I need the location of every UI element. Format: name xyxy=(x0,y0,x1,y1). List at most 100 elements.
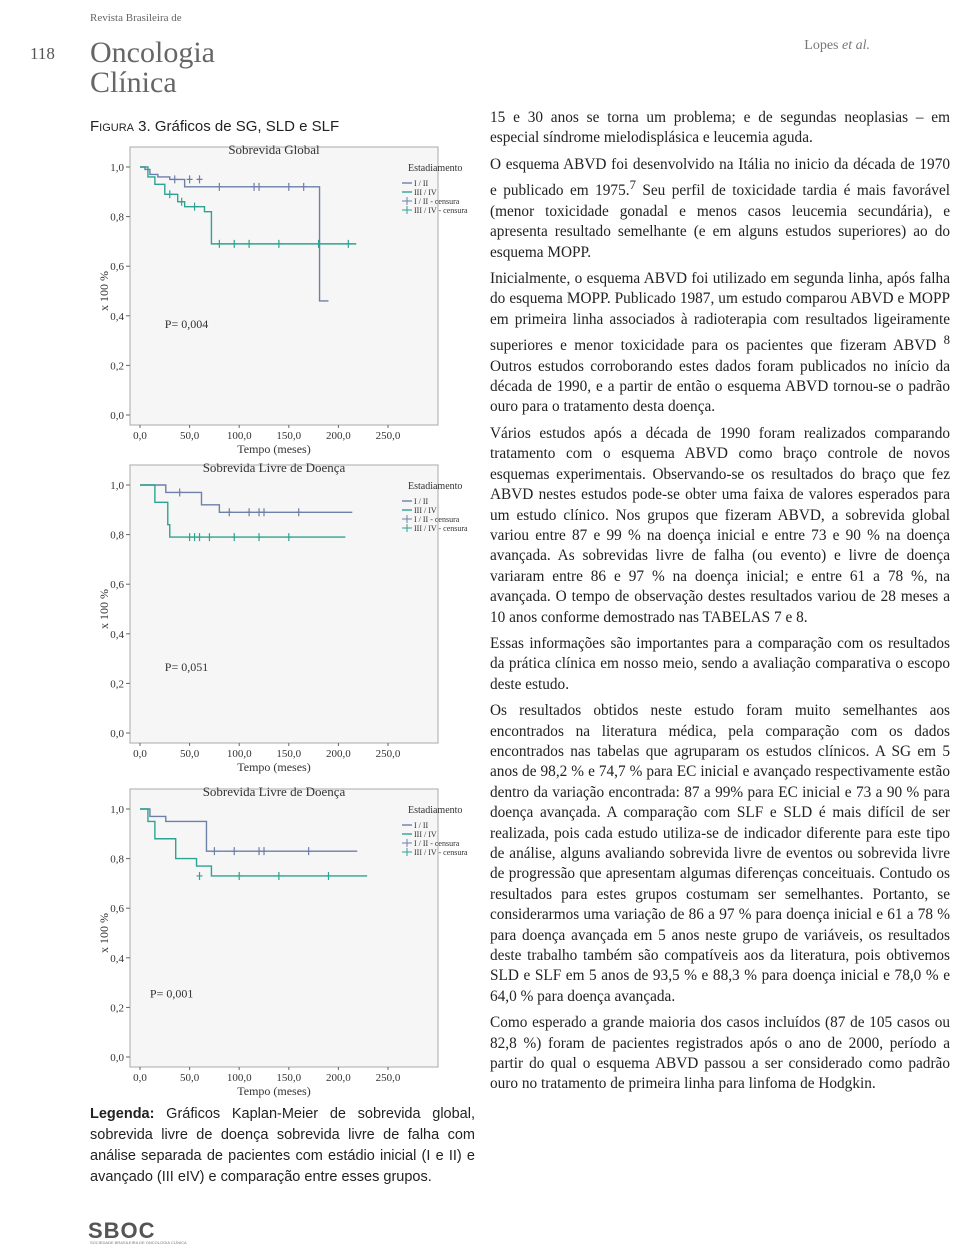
censor-mark xyxy=(196,175,203,184)
y-tick-label: 0,4 xyxy=(110,953,124,965)
censor-mark xyxy=(275,239,282,248)
x-axis-label: Tempo (meses) xyxy=(237,1084,310,1098)
logo-subtitle: SOCIEDADE BRASILEIRA DE ONCOLOGIA CLÍNIC… xyxy=(90,1240,187,1245)
survival-curve xyxy=(140,808,358,852)
legend-title: Estadiamento xyxy=(408,163,462,174)
paragraph: 15 e 30 anos se torna um problema; e de … xyxy=(490,108,950,149)
annotation: P= 0,051 xyxy=(165,660,208,674)
censor-mark xyxy=(275,871,282,880)
x-axis-label: Tempo (meses) xyxy=(237,760,310,774)
author-etal: et al. xyxy=(842,38,870,53)
y-tick-label: 0,4 xyxy=(110,629,124,641)
body-text: 15 e 30 anos se torna um problema; e de … xyxy=(490,108,950,1101)
x-tick-label: 50,0 xyxy=(180,748,200,760)
text-run: Seu perfil de toxicidade tardia é mais f… xyxy=(490,182,950,261)
censor-mark xyxy=(285,533,292,542)
chart: Sobrevida Livre de Doença 0,0 0,2 0,4 0,6 0,8… xyxy=(97,460,468,774)
journal-title: Oncologia xyxy=(90,36,215,69)
legend-label: I / II xyxy=(414,179,429,188)
legend-swatch xyxy=(402,197,412,205)
y-tick-label: 0,2 xyxy=(110,1002,124,1014)
x-tick-label: 250,0 xyxy=(376,430,401,442)
censor-mark xyxy=(325,871,332,880)
x-axis-label: Tempo (meses) xyxy=(237,442,310,456)
chart-title: Sobrevida Livre de Doença xyxy=(203,784,346,799)
x-tick-label: 0,0 xyxy=(133,430,147,442)
y-tick-label: 0,8 xyxy=(110,530,124,542)
censor-mark xyxy=(231,239,238,248)
censor-mark xyxy=(211,847,218,856)
legend-swatch xyxy=(402,839,412,847)
text-run: Como esperado a grande maioria dos casos… xyxy=(490,1014,950,1093)
paragraph: Os resultados obtidos neste estudo foram… xyxy=(490,701,950,1007)
text-run: 15 e 30 anos se torna um problema; e de … xyxy=(490,109,950,147)
y-axis-label: x 100 % xyxy=(97,589,111,629)
survival-curve xyxy=(140,484,353,513)
censor-mark xyxy=(285,182,292,191)
censor-mark xyxy=(300,182,307,191)
censor-mark xyxy=(261,508,267,517)
figure-caption: Legenda: Gráficos Kaplan-Meier de sobrev… xyxy=(90,1104,475,1188)
x-tick-label: 150,0 xyxy=(276,1072,301,1084)
citation: 8 xyxy=(943,333,950,348)
censor-mark xyxy=(256,533,263,542)
legend-label: III / IV xyxy=(414,188,437,197)
legend-swatch xyxy=(402,848,412,856)
author: Lopes et al. xyxy=(804,38,870,54)
censor-mark xyxy=(216,239,223,248)
text-run: Vários estudos após a década de 1990 for… xyxy=(490,424,950,626)
y-tick-label: 1,0 xyxy=(110,162,124,174)
legend-swatch xyxy=(402,524,412,532)
y-tick-label: 0,0 xyxy=(110,728,124,740)
paragraph: Como esperado a grande maioria dos casos… xyxy=(490,1013,950,1095)
y-tick-label: 0,6 xyxy=(110,579,124,591)
author-name: Lopes xyxy=(804,38,839,53)
y-tick-label: 0,0 xyxy=(110,410,124,422)
x-tick-label: 100,0 xyxy=(227,748,252,760)
censor-mark xyxy=(231,847,238,856)
legend-label: III / IV - censura xyxy=(414,206,468,215)
censor-mark xyxy=(178,197,185,206)
censor-mark xyxy=(176,488,183,497)
x-tick-label: 150,0 xyxy=(276,430,301,442)
x-tick-label: 50,0 xyxy=(180,430,200,442)
y-tick-label: 0,8 xyxy=(110,212,124,224)
y-axis-label: x 100 % xyxy=(97,271,111,311)
chart-title: Sobrevida Global xyxy=(228,142,320,157)
y-tick-label: 0,8 xyxy=(110,854,124,866)
x-tick-label: 150,0 xyxy=(276,748,301,760)
journal-title: Clínica xyxy=(90,66,177,99)
censor-mark xyxy=(295,508,302,517)
x-tick-label: 250,0 xyxy=(376,748,401,760)
censor-mark xyxy=(186,175,193,184)
x-tick-label: 200,0 xyxy=(326,748,351,760)
legend-label: I / II - censura xyxy=(414,515,460,524)
chart: Sobrevida Livre de Doença 0,0 0,2 0,4 0,6 0,8… xyxy=(97,784,468,1098)
survival-curve xyxy=(140,166,357,245)
y-tick-label: 0,6 xyxy=(110,261,124,273)
y-tick-label: 0,6 xyxy=(110,903,124,915)
y-tick-label: 0,0 xyxy=(110,1052,124,1064)
x-tick-label: 200,0 xyxy=(326,430,351,442)
paragraph: Inicialmente, o esquema ABVD foi utiliza… xyxy=(490,269,950,418)
paragraph: Essas informações são importantes para a… xyxy=(490,634,950,695)
x-tick-label: 50,0 xyxy=(180,1072,200,1084)
censor-mark xyxy=(166,190,173,199)
censor-mark xyxy=(231,533,238,542)
censor-mark xyxy=(315,239,322,248)
x-tick-label: 0,0 xyxy=(133,1072,147,1084)
legend-label: I / II xyxy=(414,497,429,506)
y-tick-label: 0,2 xyxy=(110,360,124,372)
legend-label: I / II - censura xyxy=(414,839,460,848)
censor-mark xyxy=(236,871,243,880)
text-run: Essas informações são importantes para a… xyxy=(490,634,950,693)
text-run: Os resultados obtidos neste estudo foram… xyxy=(490,702,950,1005)
y-axis-label: x 100 % xyxy=(97,913,111,953)
censor-mark xyxy=(206,533,213,542)
censor-mark xyxy=(345,239,352,248)
legend-label: I / II xyxy=(414,821,429,830)
chart: Sobrevida Global 0,0 0,2 0,4 0,6 0,8 1,0 0,0 50,… xyxy=(97,142,468,456)
y-tick-label: 1,0 xyxy=(110,480,124,492)
censor-mark xyxy=(226,508,233,517)
